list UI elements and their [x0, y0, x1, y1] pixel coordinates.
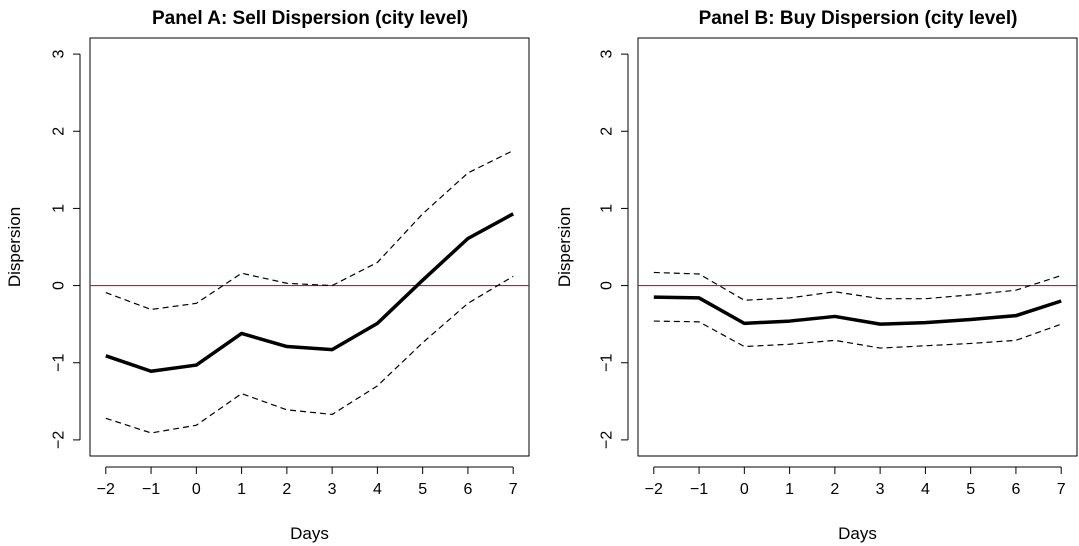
y-tick-label: 2	[51, 127, 68, 136]
y-tick-label: 0	[51, 281, 68, 290]
y-tick-label: 1	[51, 204, 68, 213]
x-tick-label: 6	[1011, 481, 1020, 498]
x-tick-label: 1	[237, 481, 246, 498]
y-axis-label: Dispersion	[555, 207, 574, 287]
x-tick-label: −2	[97, 481, 115, 498]
x-tick-label: 3	[876, 481, 885, 498]
y-tick-label: 0	[599, 281, 616, 290]
y-axis-label: Dispersion	[5, 207, 24, 287]
confidence-band-line	[105, 275, 514, 434]
x-tick-label: −1	[142, 481, 160, 498]
x-tick-label: 4	[921, 481, 930, 498]
y-tick-label: −2	[599, 431, 616, 449]
confidence-band-line	[653, 320, 1062, 349]
plot-frame	[637, 37, 1078, 457]
x-tick-label: 0	[740, 481, 749, 498]
chart-title: Panel A: Sell Dispersion (city level)	[152, 8, 468, 29]
y-tick-label: 2	[599, 127, 616, 136]
confidence-band-line	[105, 150, 514, 311]
x-tick-label: 3	[328, 481, 337, 498]
x-tick-label: 0	[192, 481, 201, 498]
estimate-line	[653, 295, 1062, 326]
y-tick-label: −2	[51, 431, 68, 449]
panel-b: Panel B: Buy Dispersion (city level) Days…	[555, 8, 1078, 543]
y-tick-label: 3	[51, 50, 68, 59]
y-tick-label: −1	[599, 354, 616, 372]
y-tick-label: 1	[599, 204, 616, 213]
x-tick-label: 5	[966, 481, 975, 498]
x-tick-label: 7	[509, 481, 518, 498]
x-tick-label: −2	[645, 481, 663, 498]
confidence-band-line	[653, 271, 1062, 301]
y-tick-label: −1	[51, 354, 68, 372]
plot-frame	[89, 37, 530, 457]
chart-title: Panel B: Buy Dispersion (city level)	[699, 8, 1018, 29]
x-tick-label: −1	[690, 481, 708, 498]
x-tick-label: 2	[830, 481, 839, 498]
estimate-line	[105, 212, 515, 373]
x-tick-label: 7	[1057, 481, 1066, 498]
x-axis-label: Days	[290, 524, 329, 543]
x-tick-label: 5	[418, 481, 427, 498]
x-tick-label: 4	[373, 481, 382, 498]
panel-a: Panel A: Sell Dispersion (city level) Day…	[5, 8, 530, 543]
x-tick-label: 2	[282, 481, 291, 498]
x-tick-label: 1	[785, 481, 794, 498]
y-tick-label: 3	[599, 50, 616, 59]
x-axis-label: Days	[838, 524, 877, 543]
x-tick-label: 6	[463, 481, 472, 498]
